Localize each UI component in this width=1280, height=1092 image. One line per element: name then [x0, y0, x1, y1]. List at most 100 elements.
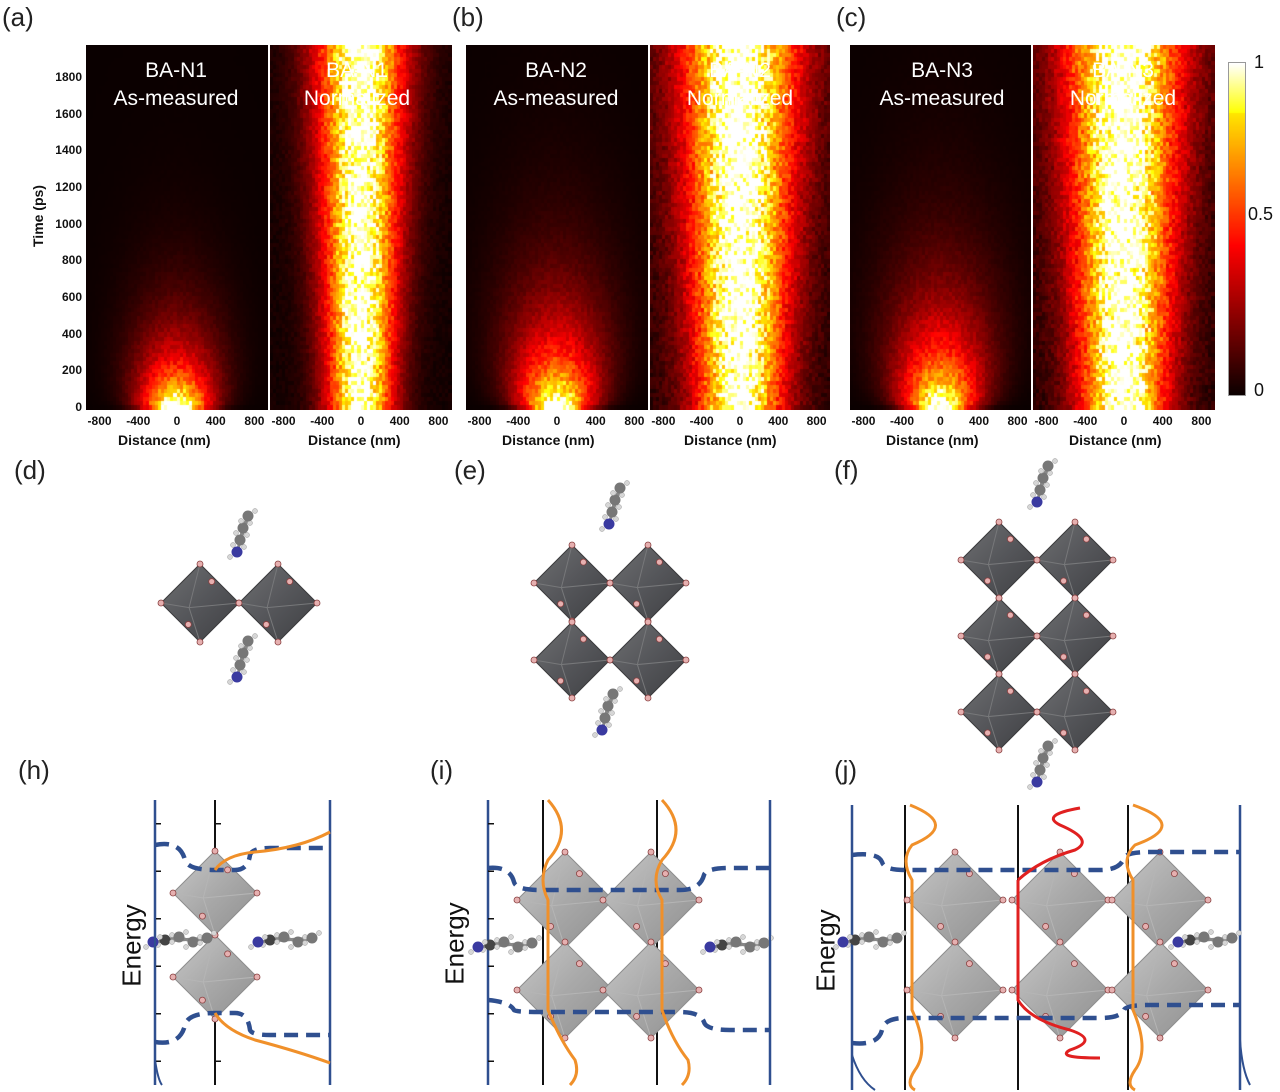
bond: [164, 935, 180, 942]
iodine-atom: [937, 1013, 944, 1020]
octahedron-edge: [202, 934, 216, 1020]
bond: [842, 936, 898, 944]
hydrogen-atom: [233, 655, 239, 661]
bond: [606, 693, 615, 707]
octahedron-edge: [1046, 941, 1061, 1039]
atom: [306, 932, 318, 944]
hydrogen-atom: [169, 932, 175, 938]
hydrogen-atom: [262, 934, 268, 940]
iodine-atom: [557, 600, 564, 608]
iodine-atom: [1071, 870, 1078, 877]
x-tick-label: 0: [1120, 414, 1128, 428]
x-axis-label-c-left: Distance (nm): [886, 432, 979, 448]
hydrogen-atom: [613, 516, 619, 522]
x-tick-label: 400: [389, 414, 410, 428]
atom: [863, 931, 875, 943]
iodine-atom: [984, 653, 991, 661]
octahedron: [1036, 673, 1114, 751]
atom: [252, 936, 264, 948]
iodine-atom: [235, 599, 243, 607]
x-axis-label-a-right: Distance (nm): [308, 432, 401, 448]
x-tick-label: 0: [173, 414, 181, 428]
hydrogen-atom: [244, 532, 250, 538]
iodine-atom: [609, 986, 617, 994]
hydrogen-atom: [238, 643, 244, 649]
octahedron-edge: [188, 563, 201, 643]
hydrogen-atom: [536, 935, 542, 941]
band-dashed: [851, 1002, 1240, 1046]
iodine-atom: [1071, 670, 1079, 678]
octahedron-edge: [1036, 711, 1114, 718]
atom: [609, 494, 621, 506]
iodine-atom: [1042, 1013, 1049, 1020]
iodine-atom: [561, 944, 569, 952]
atom: [498, 936, 510, 948]
bond: [1203, 935, 1219, 944]
iodine-atom: [1071, 746, 1079, 754]
hydrogen-atom: [768, 935, 774, 941]
iodine-atom: [1108, 896, 1116, 904]
atom: [596, 724, 608, 736]
hydrogen-atom: [1033, 760, 1039, 766]
iodine-atom: [1033, 632, 1041, 640]
octahedron-edge: [906, 899, 1004, 907]
iodine-atom: [647, 938, 655, 946]
atom: [526, 937, 538, 949]
iodine-atom: [1104, 896, 1112, 904]
atom: [173, 931, 185, 943]
bond: [1035, 465, 1050, 503]
hydrogen-atom: [247, 645, 253, 651]
iodine-atom: [957, 708, 965, 716]
iodine-atom: [966, 870, 973, 877]
octahedron-edge: [636, 544, 649, 622]
octahedron-edge: [266, 563, 279, 643]
hydrogen-atom: [157, 934, 163, 940]
iodine-atom: [1033, 708, 1041, 716]
octahedron: [960, 521, 1038, 599]
wavefunction: [541, 798, 579, 1087]
octahedron-edge: [1036, 635, 1114, 642]
bond: [238, 652, 245, 666]
iodine-atom: [1007, 687, 1014, 695]
iodine-atom: [609, 896, 617, 904]
hydrogen-atom: [1027, 504, 1033, 510]
octahedron-edge: [602, 899, 700, 907]
hydrogen-atom: [302, 940, 308, 946]
x-tick-label: -400: [126, 414, 151, 428]
hydrogen-atom: [845, 942, 851, 948]
bond: [854, 935, 870, 942]
octahedron-edge: [960, 711, 1038, 718]
iodine-atom: [1060, 653, 1067, 661]
x-tick-label: 800: [1007, 414, 1028, 428]
atom: [730, 936, 742, 948]
atom: [1226, 932, 1238, 944]
iodine-atom: [1071, 670, 1079, 678]
iodine-atom: [1156, 848, 1164, 856]
bond: [235, 640, 250, 678]
hydrogen-atom: [316, 930, 322, 936]
iodine-atom: [633, 600, 640, 608]
hydrogen-atom: [1182, 934, 1188, 940]
iodine-atom: [211, 931, 219, 939]
octahedron-edge: [987, 597, 1000, 675]
iodine-atom: [599, 896, 607, 904]
iodine-atom: [951, 938, 959, 946]
hydrogen-atom: [714, 939, 720, 945]
bond: [749, 941, 765, 949]
heatmap-b-normalized: [650, 45, 830, 410]
octahedron-edge: [172, 892, 258, 899]
iodine-atom: [995, 670, 1003, 678]
iodine-atom: [695, 896, 703, 904]
iodine-atom: [253, 973, 261, 981]
x-tick-label: 800: [1191, 414, 1212, 428]
hydrogen-atom: [1047, 750, 1053, 756]
iodine-atom: [647, 1034, 655, 1042]
y-tick-label: 200: [61, 363, 82, 378]
atom: [602, 700, 614, 712]
wavefunction: [213, 1012, 331, 1065]
atom: [237, 647, 249, 659]
octahedron: [1111, 941, 1209, 1039]
octahedron: [1036, 597, 1114, 675]
octahedron-edge: [202, 850, 216, 936]
atom: [1172, 936, 1184, 948]
